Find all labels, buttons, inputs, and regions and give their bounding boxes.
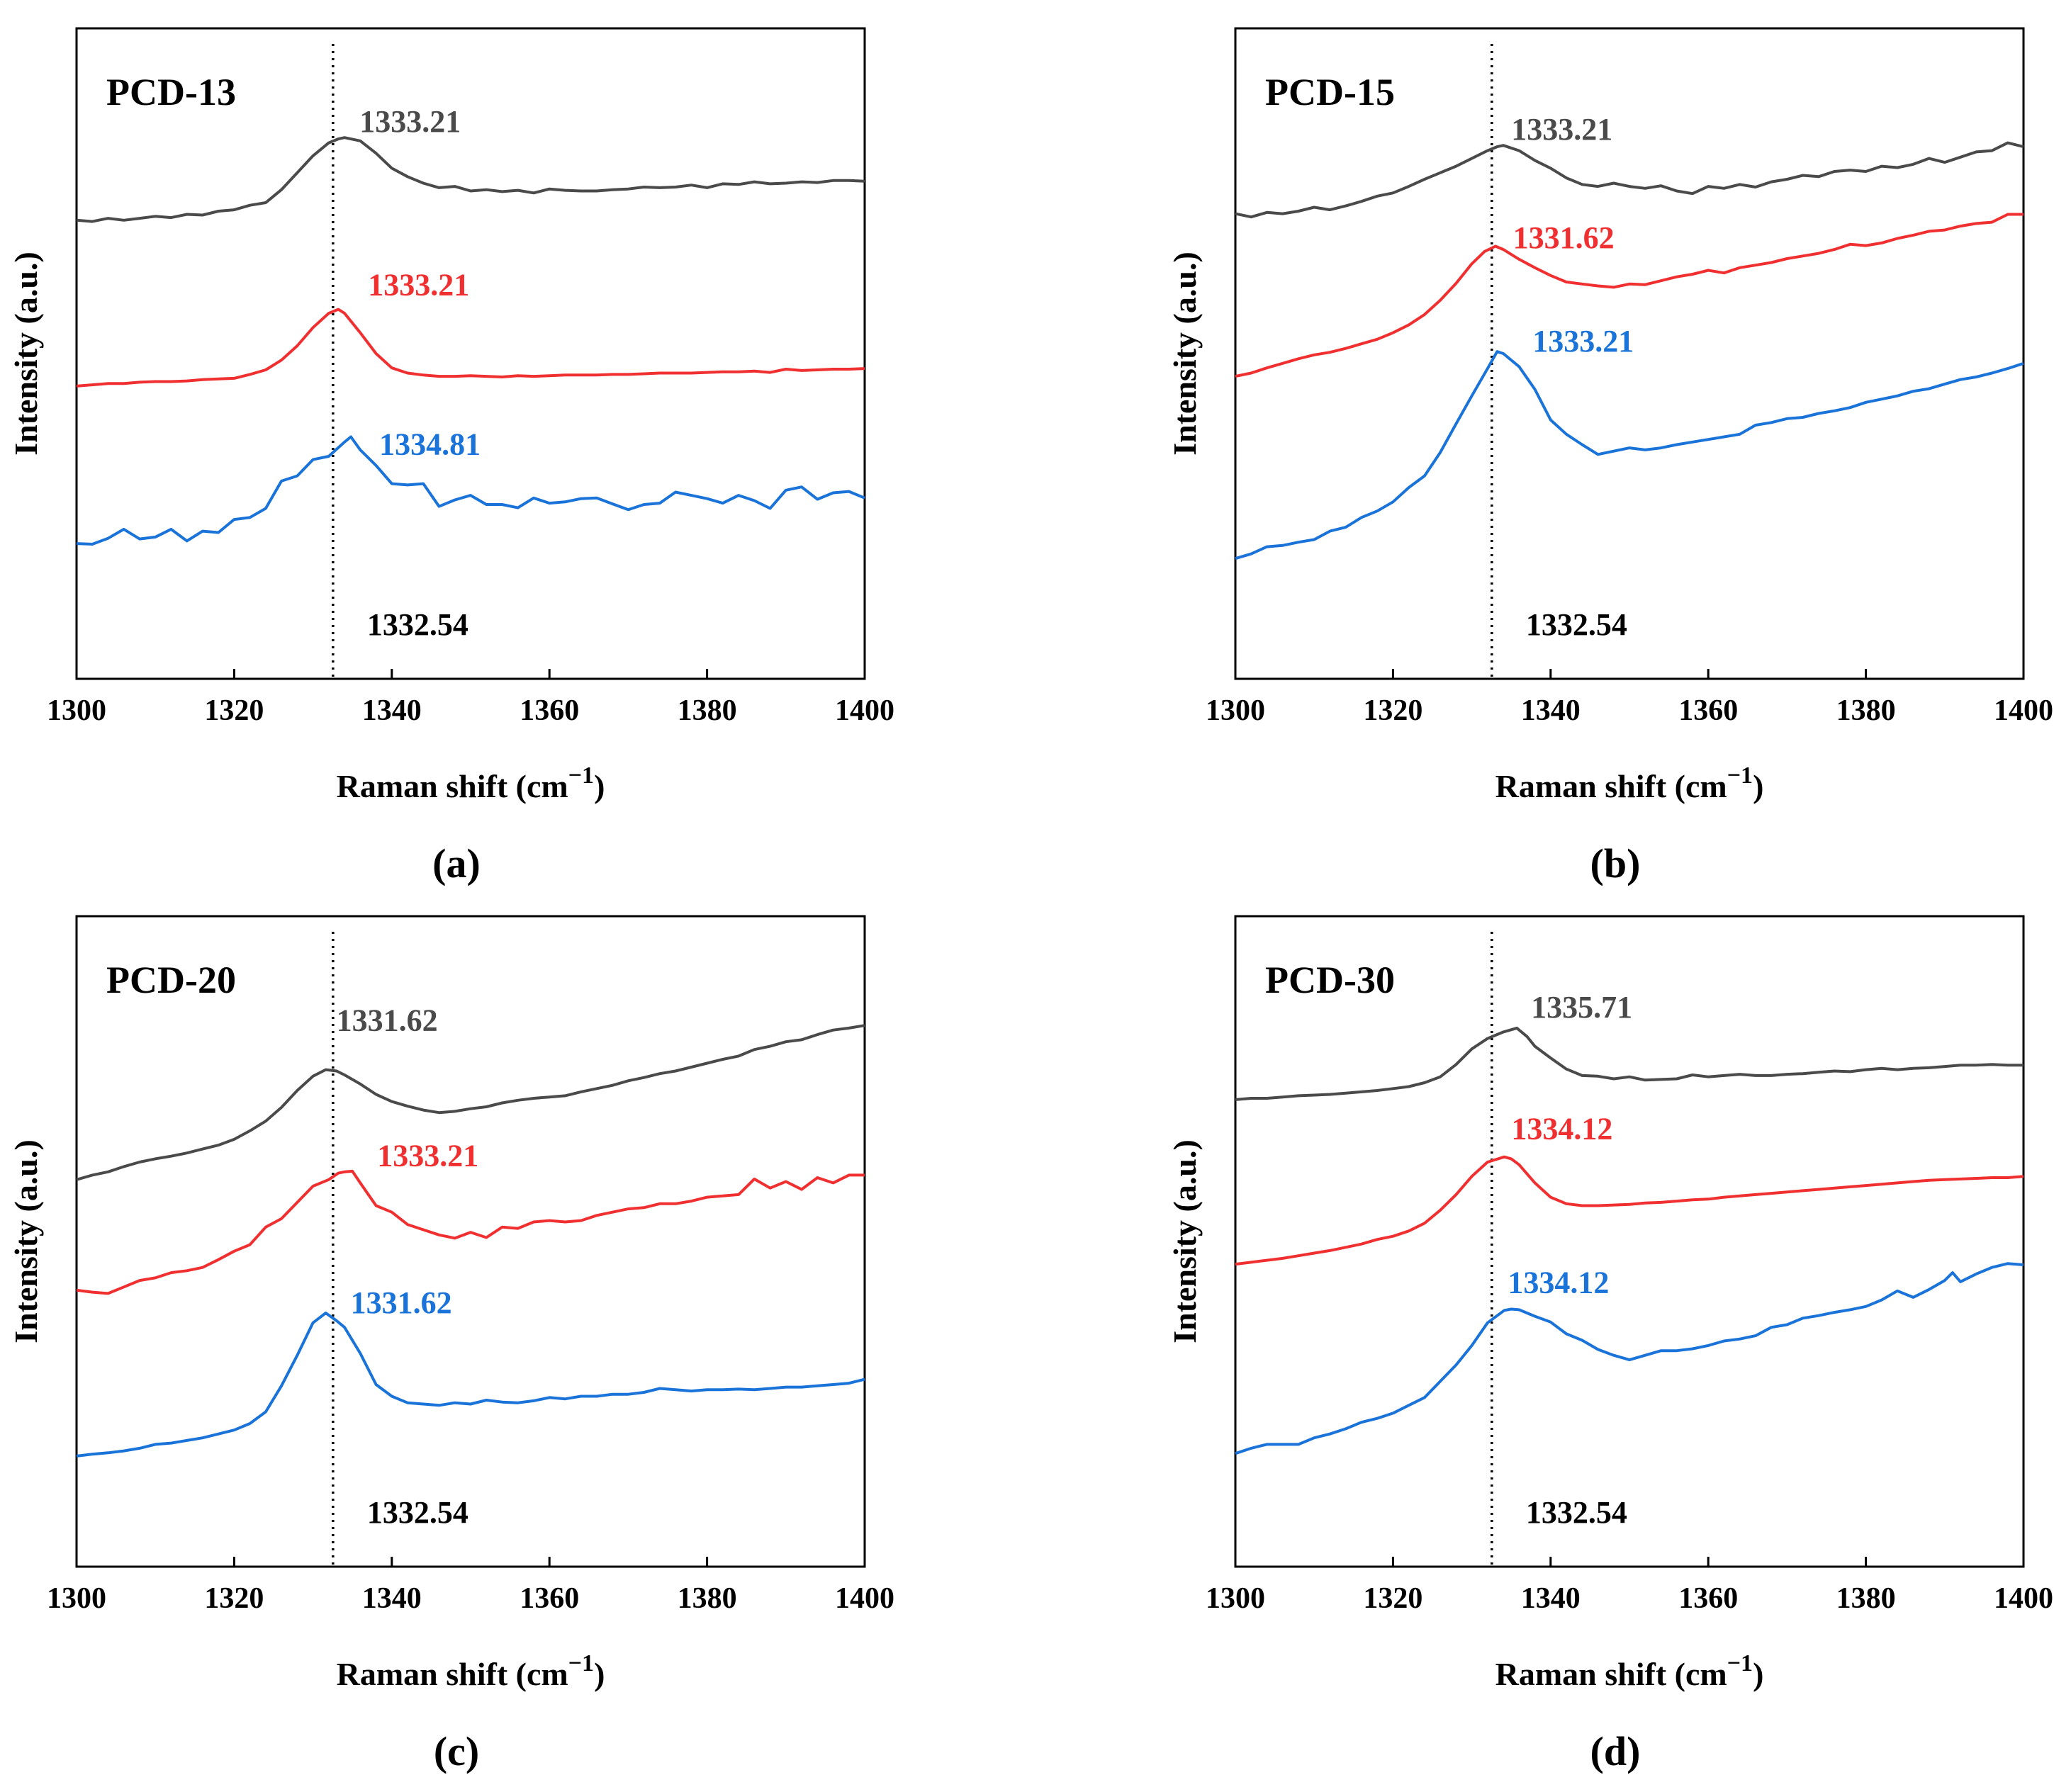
y-axis-label: Intensity (a.u.) xyxy=(8,252,44,456)
x-tick-label: 1340 xyxy=(1521,1582,1581,1615)
series-line-red xyxy=(1235,213,2024,378)
plot-frame xyxy=(75,915,866,1568)
series-line-black xyxy=(76,136,865,223)
x-tick-label: 1380 xyxy=(678,1582,737,1615)
x-axis-label: Raman shift (cm−1) xyxy=(1495,1650,1764,1692)
x-tick-label: 1320 xyxy=(204,694,264,727)
x-tick-label: 1320 xyxy=(204,1582,264,1615)
x-axis-label: Raman shift (cm−1) xyxy=(1495,762,1764,804)
plot-frame xyxy=(1234,27,2025,680)
series-line-blue xyxy=(76,435,865,546)
series-line-black xyxy=(1235,141,2024,219)
peak-label-black: 1333.21 xyxy=(1511,112,1612,147)
x-tick-label: 1400 xyxy=(1994,694,2053,727)
reference-label: 1332.54 xyxy=(1526,1495,1627,1530)
peak-label-blue: 1333.21 xyxy=(1532,324,1634,359)
y-axis-label: Intensity (a.u.) xyxy=(1167,252,1203,456)
x-tick-label: 1360 xyxy=(1678,694,1738,727)
x-axis-label: Raman shift (cm−1) xyxy=(337,762,605,804)
panel-title: PCD-30 xyxy=(1265,959,1395,1001)
x-tick-label: 1400 xyxy=(1994,1582,2053,1615)
x-tick-label: 1320 xyxy=(1363,1582,1422,1615)
peak-label-black: 1335.71 xyxy=(1531,990,1632,1025)
x-tick-label: 1320 xyxy=(1363,694,1422,727)
chart-panel-d: 1300 1320 1340 1360 1380 1400 Raman shift (cm−… xyxy=(1167,915,2053,1774)
peak-label-blue: 1334.81 xyxy=(379,427,481,462)
panel-title: PCD-20 xyxy=(106,959,236,1001)
y-axis-label: Intensity (a.u.) xyxy=(1167,1139,1203,1343)
panel-label: (a) xyxy=(432,840,481,886)
x-tick-label: 1300 xyxy=(47,694,106,727)
x-tick-label: 1380 xyxy=(1836,694,1896,727)
x-tick-label: 1360 xyxy=(1678,1582,1738,1615)
peak-label-black: 1331.62 xyxy=(337,1003,438,1038)
x-tick-label: 1360 xyxy=(520,694,579,727)
plot-frame xyxy=(75,27,866,680)
x-tick-label: 1360 xyxy=(520,1582,579,1615)
x-tick-label: 1380 xyxy=(678,694,737,727)
x-tick-label: 1300 xyxy=(47,1582,106,1615)
x-tick-label: 1340 xyxy=(1521,694,1581,727)
series-line-red xyxy=(76,308,865,388)
series-line-blue xyxy=(1235,350,2024,560)
series-line-blue xyxy=(1235,1262,2024,1455)
reference-label: 1332.54 xyxy=(367,1495,468,1530)
x-tick-label: 1300 xyxy=(1206,694,1265,727)
reference-label: 1332.54 xyxy=(367,607,468,642)
reference-label: 1332.54 xyxy=(1526,607,1627,642)
series-line-blue xyxy=(76,1312,865,1458)
panel-label: (c) xyxy=(434,1728,479,1774)
series-line-red xyxy=(76,1169,865,1295)
x-tick-label: 1400 xyxy=(835,1582,894,1615)
series-line-black xyxy=(1235,1026,2024,1101)
panel-label: (b) xyxy=(1590,840,1641,886)
x-tick-label: 1340 xyxy=(362,694,422,727)
x-tick-label: 1300 xyxy=(1206,1582,1265,1615)
peak-label-red: 1333.21 xyxy=(377,1139,478,1173)
x-tick-label: 1400 xyxy=(835,694,894,727)
series-line-red xyxy=(1235,1155,2024,1266)
peak-label-black: 1333.21 xyxy=(359,104,461,139)
chart-panel-b: 1300 1320 1340 1360 1380 1400 Raman shift (cm−… xyxy=(1167,27,2053,886)
peak-label-red: 1333.21 xyxy=(368,268,469,303)
panel-title: PCD-15 xyxy=(1265,71,1395,113)
peak-label-blue: 1334.12 xyxy=(1508,1265,1609,1300)
x-axis-label: Raman shift (cm−1) xyxy=(337,1650,605,1692)
plot-frame xyxy=(1234,915,2025,1568)
chart-panel-a: 1300 1320 1340 1360 1380 1400 Raman shift (cm−… xyxy=(8,27,894,886)
panel-title: PCD-13 xyxy=(106,71,236,113)
peak-label-red: 1331.62 xyxy=(1513,220,1615,255)
peak-label-blue: 1331.62 xyxy=(351,1285,452,1320)
y-axis-label: Intensity (a.u.) xyxy=(8,1139,44,1343)
series-line-black xyxy=(76,1024,865,1181)
x-tick-label: 1340 xyxy=(362,1582,422,1615)
panel-label: (d) xyxy=(1590,1728,1641,1774)
x-tick-label: 1380 xyxy=(1836,1582,1896,1615)
chart-panel-c: 1300 1320 1340 1360 1380 1400 Raman shift (cm−… xyxy=(8,915,894,1774)
peak-label-red: 1334.12 xyxy=(1511,1112,1612,1146)
